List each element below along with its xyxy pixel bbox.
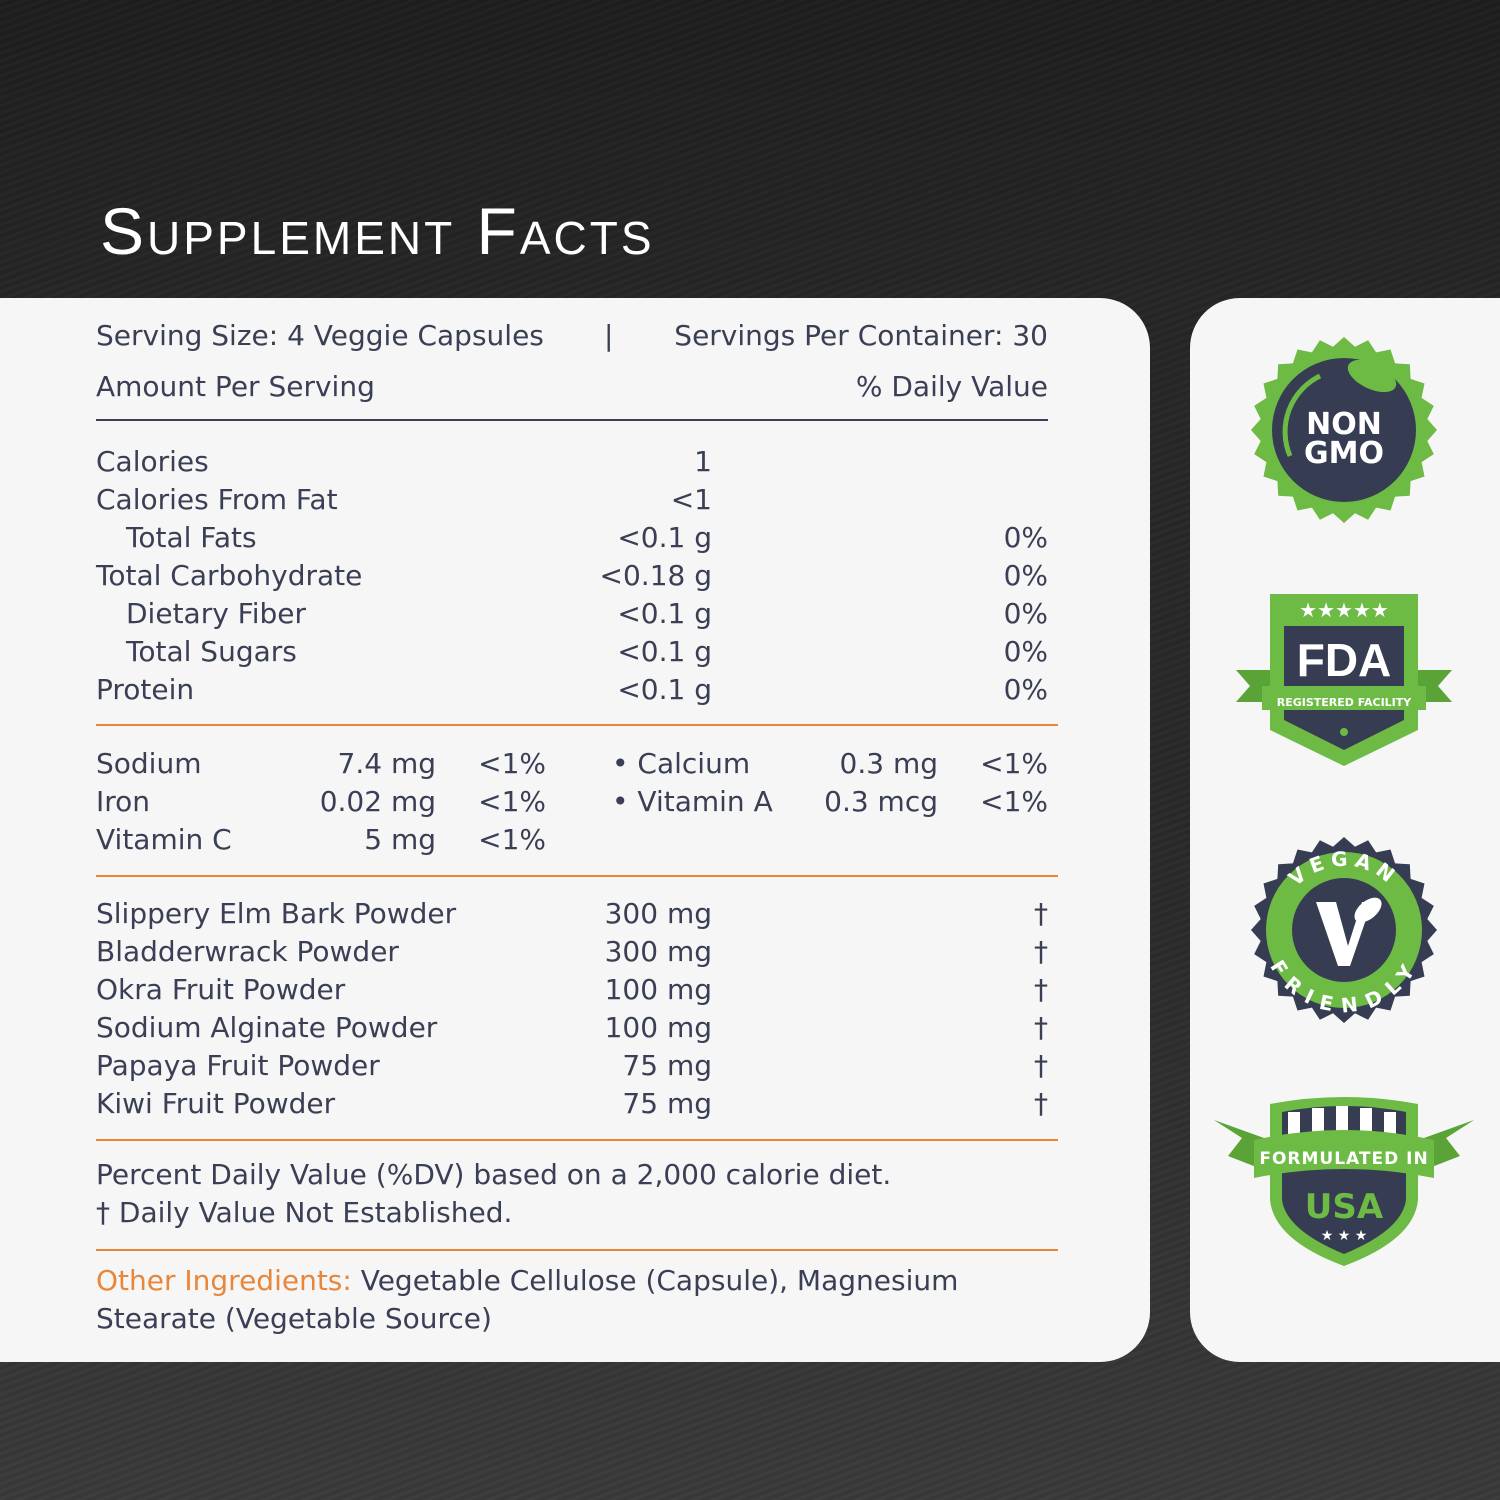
fda-box (1284, 626, 1404, 686)
non-gmo-badge: NON GMO (1251, 337, 1437, 523)
nutrient-dv: 0% (1003, 673, 1048, 706)
header-divider (96, 419, 1048, 421)
nutrient-amount: <1 (670, 483, 712, 516)
ingredient-name: Sodium Alginate Powder (96, 1011, 438, 1044)
fda-badge: ★★★★★ FDA REGISTERED FACILITY (1236, 594, 1452, 766)
other-ingredients-text: Vegetable Cellulose (Capsule), Magnesium (351, 1264, 959, 1297)
ingredient-dv: † (1034, 1049, 1048, 1082)
ribbon-left (1214, 1120, 1264, 1170)
stars-icon: ★ ★ ★ (1321, 1228, 1368, 1244)
ingredient-dv: † (1034, 973, 1048, 1006)
registered-facility-text: REGISTERED FACILITY (1277, 696, 1413, 709)
ingredient-name: Papaya Fruit Powder (96, 1049, 380, 1082)
serving-size: Serving Size: 4 Veggie Capsules (96, 319, 544, 352)
nutrient-name: Total Carbohydrate (96, 559, 363, 592)
vegan-badge: VEGAN FRIENDLY (1251, 837, 1437, 1023)
nutrient-amount: <0.18 g (599, 559, 712, 592)
other-ingredients-cont: Stearate (Vegetable Source) (96, 1302, 492, 1335)
divider (96, 1139, 1058, 1141)
page-title: Supplement Facts (100, 194, 655, 268)
nutrient-amount: <0.1 g (617, 597, 712, 630)
badge-text: GMO (1304, 436, 1384, 471)
mineral-dv: <1% (980, 747, 1048, 780)
mineral-name: Vitamin C (96, 823, 232, 856)
leaf-arc (1282, 373, 1322, 457)
divider (96, 724, 1058, 726)
badge-circle (1272, 358, 1416, 502)
mineral-name: • Vitamin A (612, 785, 773, 818)
daily-value-header: % Daily Value (855, 370, 1048, 403)
badge-text: NON (1306, 407, 1382, 442)
divider (96, 1249, 1058, 1251)
nutrient-name: Dietary Fiber (126, 597, 307, 630)
ribbon-right (1424, 1120, 1474, 1170)
nutrient-amount: <0.1 g (617, 635, 712, 668)
footnote-dv: Percent Daily Value (%DV) based on a 2,0… (96, 1158, 892, 1191)
nutrient-amount: 1 (694, 445, 712, 478)
nutrient-amount: <0.1 g (617, 673, 712, 706)
ingredient-name: Kiwi Fruit Powder (96, 1087, 336, 1120)
supplement-facts-panel (0, 298, 1150, 1362)
other-ingredients: Other Ingredients: Vegetable Cellulose (… (96, 1263, 958, 1299)
leaf-icon (1354, 897, 1382, 923)
ingredient-amount: 75 mg (622, 1087, 712, 1120)
badge-circle (1292, 878, 1396, 982)
ribbon-band (1254, 1130, 1434, 1178)
formulated-in-text: FORMULATED IN (1259, 1149, 1428, 1169)
nutrient-dv: 0% (1003, 559, 1048, 592)
nutrient-name: Total Fats (126, 521, 257, 554)
ingredient-amount: 100 mg (604, 973, 712, 1006)
ingredient-dv: † (1034, 935, 1048, 968)
mineral-amount: 0.3 mcg (824, 785, 938, 818)
ingredient-amount: 100 mg (604, 1011, 712, 1044)
mineral-name: Iron (96, 785, 151, 818)
mineral-amount: 7.4 mg (337, 747, 436, 780)
mineral-dv: <1% (478, 823, 546, 856)
nutrient-amount: <0.1 g (617, 521, 712, 554)
leaf-icon (1347, 359, 1397, 393)
nutrient-dv: 0% (1003, 597, 1048, 630)
nutrient-name: Total Sugars (126, 635, 297, 668)
mineral-dv: <1% (478, 747, 546, 780)
ingredient-name: Okra Fruit Powder (96, 973, 346, 1006)
amount-per-serving: Amount Per Serving (96, 370, 375, 403)
mineral-amount: 5 mg (364, 823, 436, 856)
fda-text: FDA (1297, 634, 1392, 686)
mineral-dv: <1% (980, 785, 1048, 818)
servings-per-container: Servings Per Container: 30 (674, 319, 1048, 352)
ingredient-dv: † (1034, 897, 1048, 930)
dot-icon (1340, 728, 1348, 736)
ingredient-dv: † (1034, 1087, 1048, 1120)
nutrient-dv: 0% (1003, 635, 1048, 668)
mineral-name: Sodium (96, 747, 202, 780)
mineral-dv: <1% (478, 785, 546, 818)
ingredient-dv: † (1034, 1011, 1048, 1044)
ribbon-band (1262, 686, 1426, 710)
stars-icon: ★★★★★ (1299, 598, 1389, 622)
ingredient-amount: 75 mg (622, 1049, 712, 1082)
ingredient-amount: 300 mg (604, 935, 712, 968)
footnote-dagger: † Daily Value Not Established. (96, 1196, 513, 1229)
divider (96, 875, 1058, 877)
mineral-amount: 0.02 mg (319, 785, 436, 818)
mineral-amount: 0.3 mg (839, 747, 938, 780)
nutrient-name: Protein (96, 673, 195, 706)
nutrient-name: Calories (96, 445, 209, 478)
usa-badge: FORMULATED IN USA ★ ★ ★ (1214, 1097, 1474, 1266)
ingredient-name: Slippery Elm Bark Powder (96, 897, 457, 930)
nutrient-name: Calories From Fat (96, 483, 338, 516)
other-ingredients-label: Other Ingredients: (96, 1264, 352, 1297)
separator: | (604, 319, 614, 352)
nutrient-dv: 0% (1003, 521, 1048, 554)
usa-text: USA (1305, 1187, 1384, 1227)
ingredient-name: Bladderwrack Powder (96, 935, 399, 968)
ingredient-amount: 300 mg (604, 897, 712, 930)
mineral-name: • Calcium (612, 747, 751, 780)
